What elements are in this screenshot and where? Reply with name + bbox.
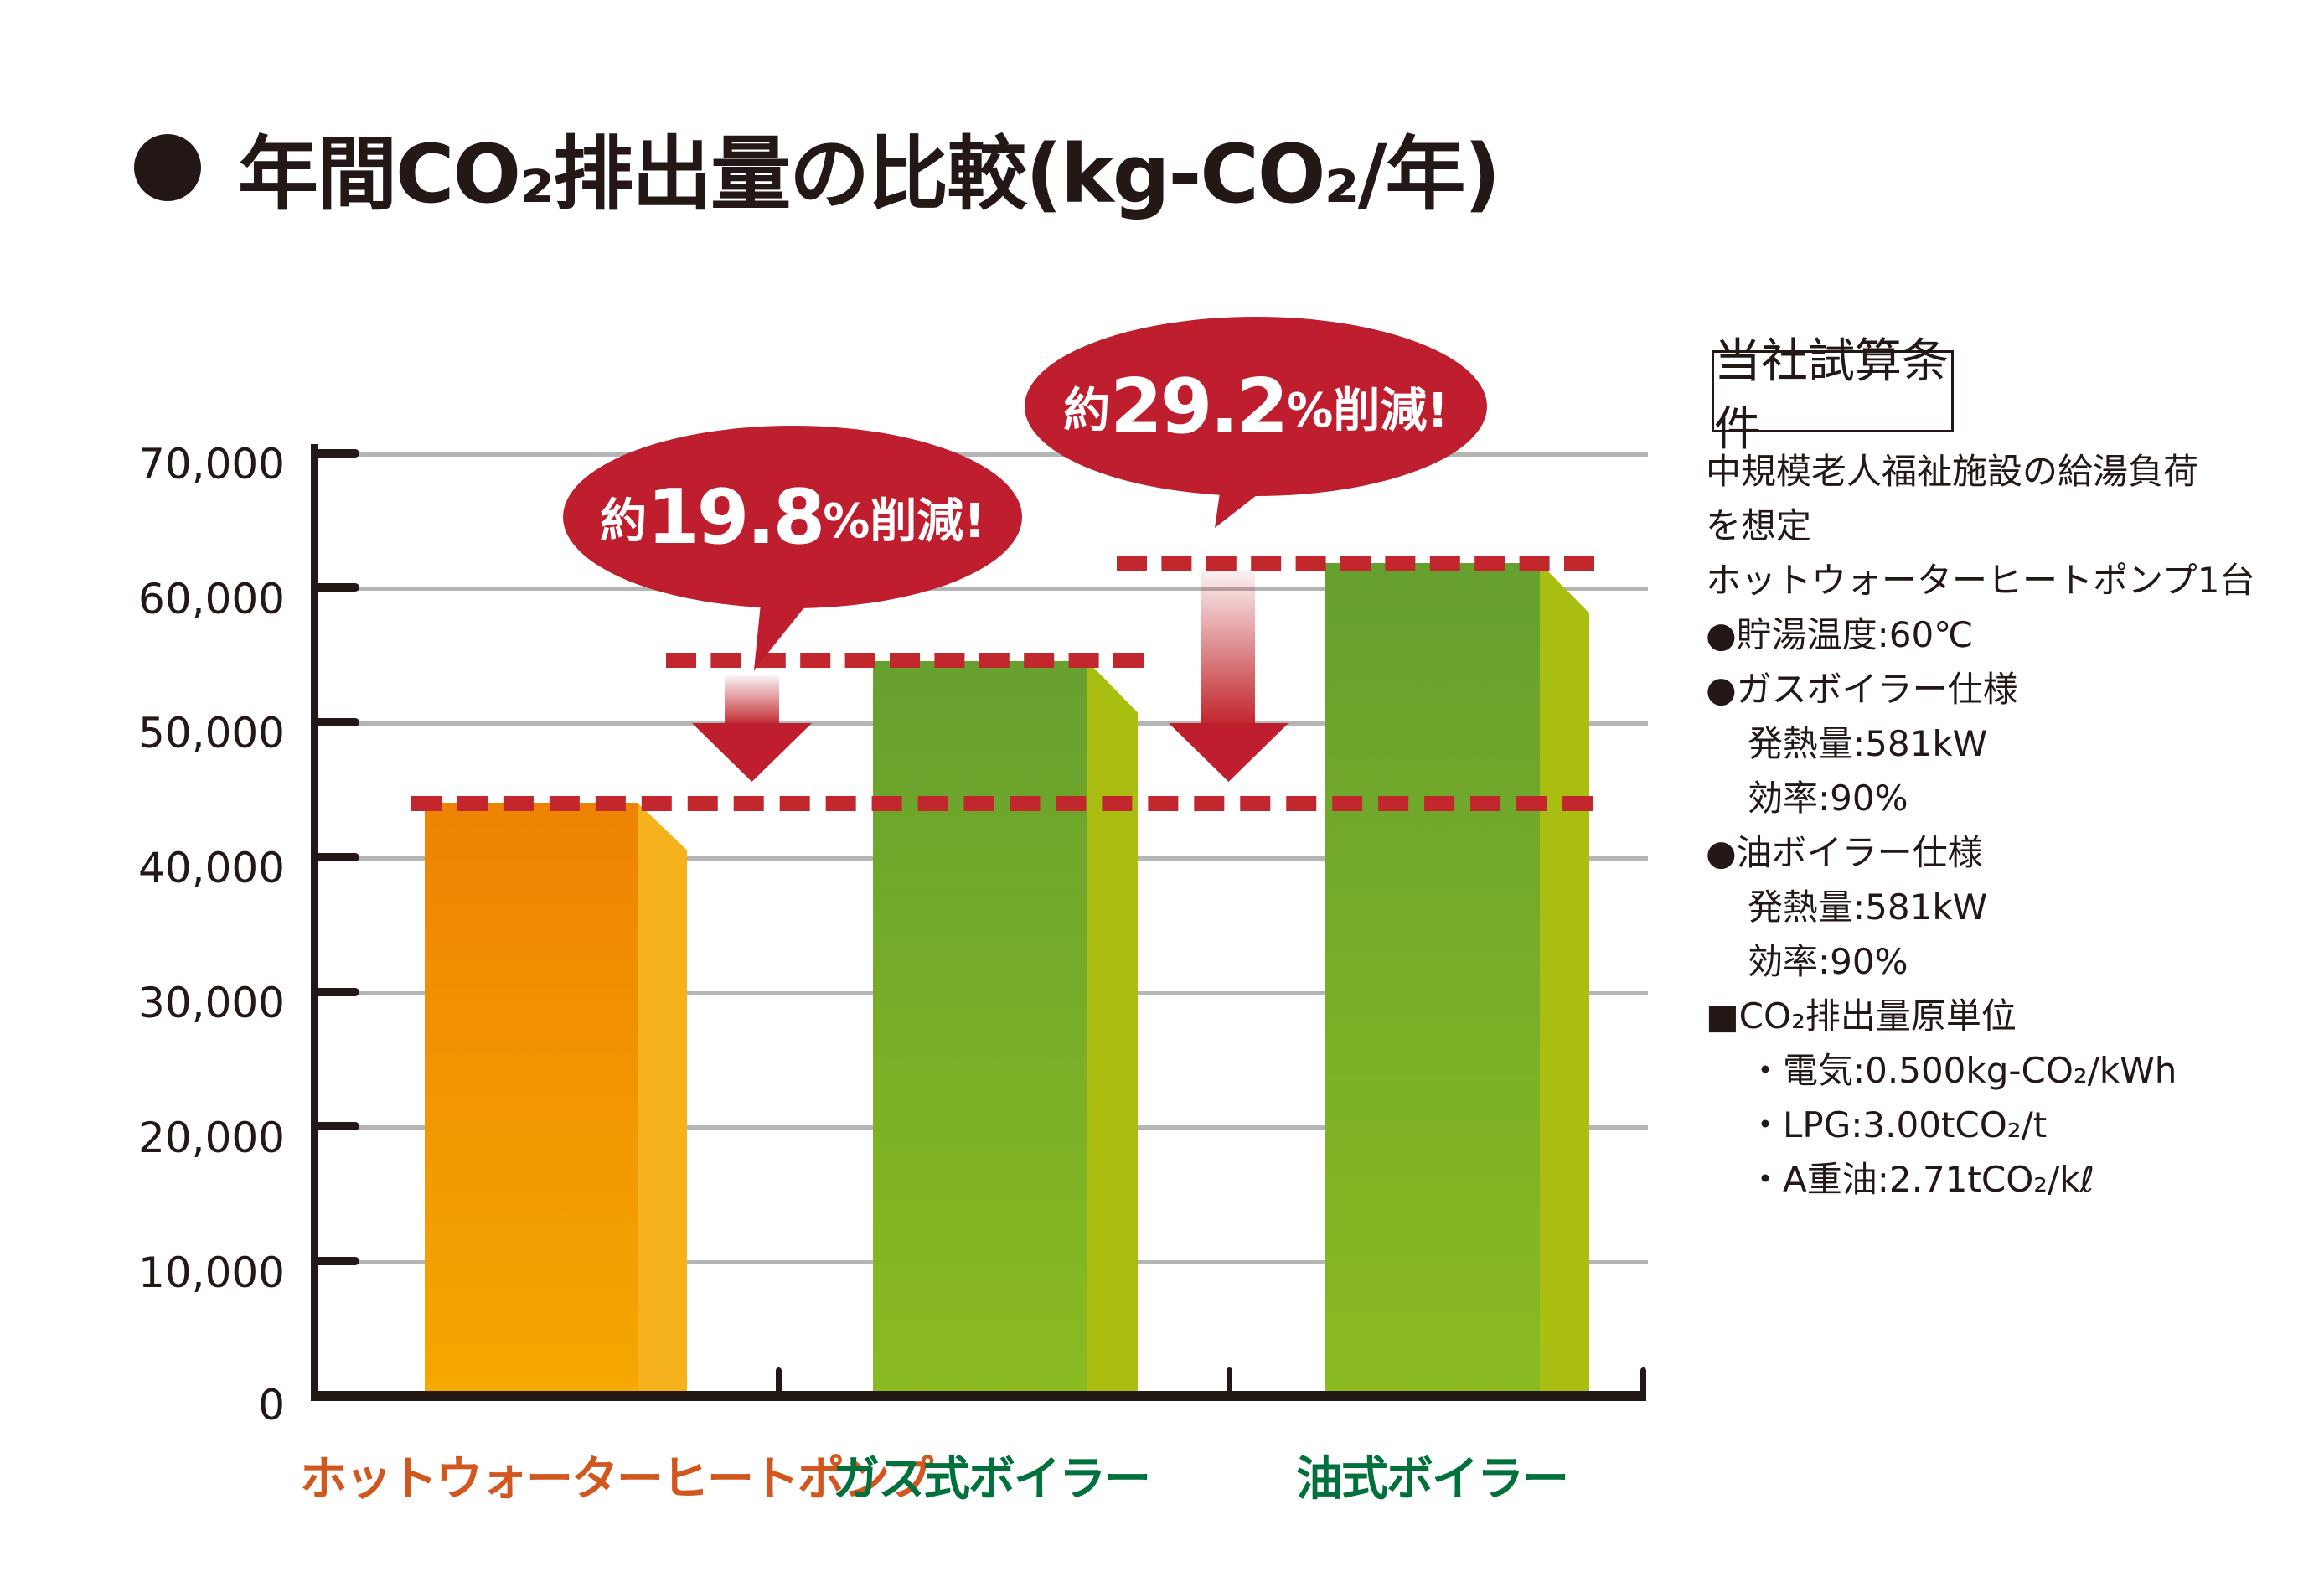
condition-line: ●貯湯温度:60℃: [1706, 614, 1974, 655]
y-label: 10,000: [138, 1249, 285, 1297]
y-label: 70,000: [138, 440, 285, 489]
callout-suffix: %削減!: [1286, 383, 1449, 438]
bar-gas-boiler: [873, 661, 1087, 1396]
x-tick: [1227, 1367, 1232, 1393]
condition-line: ・電気:0.500kg-CO₂/kWh: [1748, 1050, 2177, 1091]
x-label-gas-boiler: ガス式ボイラー: [833, 1452, 1151, 1507]
x-label-oil-boiler: 油式ボイラー: [1296, 1452, 1569, 1507]
reduction-arrow-head-icon: [692, 723, 812, 782]
condition-line: 発熱量:581kW: [1748, 887, 1988, 928]
y-tick: [316, 988, 359, 996]
reference-line-gas: [666, 653, 1144, 668]
condition-line: ■CO₂排出量原単位: [1706, 995, 2017, 1037]
bar-heat-pump-side: [638, 803, 687, 1396]
callout-prefix: 約: [600, 494, 648, 549]
condition-line: ●油ボイラー仕様: [1706, 832, 1983, 873]
bar-heat-pump: [425, 803, 638, 1396]
callout-value: 19.8: [647, 473, 825, 561]
bar-oil-boiler: [1325, 563, 1540, 1396]
condition-line: 効率:90%: [1748, 778, 1908, 819]
bullet-icon: [134, 133, 201, 201]
bar-oil-boiler-side: [1540, 563, 1589, 1396]
callout-prefix: 約: [1063, 383, 1111, 438]
gridline-60000: [316, 587, 1648, 591]
x-tick: [1640, 1367, 1646, 1393]
reduction-arrow-icon: [725, 675, 779, 726]
y-tick: [316, 1122, 359, 1130]
bar-gas-boiler-side: [1087, 661, 1138, 1396]
x-axis: [311, 1391, 1646, 1401]
conditions-list: 中規模老人福祉施設の給湯負荷 を想定 ホットウォーターヒートポンプ1台 ●貯湯温…: [1706, 444, 2254, 1207]
y-label: 50,000: [138, 709, 285, 757]
condition-line: を想定: [1706, 505, 1812, 546]
condition-line: 中規模老人福祉施設の給湯負荷: [1706, 451, 2199, 492]
y-axis: [311, 444, 318, 1401]
reduction-arrow-head-icon: [1169, 723, 1289, 782]
y-label: 0: [258, 1381, 285, 1429]
gridline-70000: [316, 452, 1648, 457]
y-tick: [316, 718, 359, 726]
condition-line: ・LPG:3.00tCO₂/t: [1748, 1104, 2048, 1145]
chart-title-text: 年間CO₂排出量の比較(kg-CO₂/年): [238, 127, 1500, 221]
x-label-heat-pump: ホットウォーターヒートポンプ: [300, 1452, 933, 1507]
reference-line-oil: [1117, 556, 1594, 571]
callout-suffix: %削減!: [823, 494, 985, 549]
y-tick: [316, 449, 359, 458]
y-tick: [316, 1257, 359, 1265]
y-label: 30,000: [138, 979, 285, 1027]
condition-line: 発熱量:581kW: [1748, 723, 1988, 764]
condition-line: ・A重油:2.71tCO₂/kℓ: [1748, 1159, 2094, 1200]
condition-line: ホットウォーターヒートポンプ1台: [1706, 560, 2255, 601]
chart-title: 年間CO₂排出量の比較(kg-CO₂/年): [134, 109, 1500, 225]
y-tick: [316, 853, 359, 861]
callout-value: 29.2: [1110, 362, 1289, 451]
reference-line-heat-pump: [411, 796, 1593, 811]
condition-line: ●ガスボイラー仕様: [1706, 669, 2018, 710]
x-tick: [776, 1367, 782, 1393]
conditions-heading: 当社試算条件: [1712, 334, 1954, 457]
callout-29-2: 約 29.2 %削減!: [1025, 317, 1487, 496]
condition-line: 効率:90%: [1748, 941, 1908, 982]
callout-19-8: 約 19.8 %削減!: [563, 426, 1022, 608]
y-label: 60,000: [138, 575, 285, 623]
y-label: 40,000: [138, 844, 285, 892]
y-tick: [316, 583, 359, 592]
y-label: 20,000: [138, 1114, 285, 1162]
reduction-arrow-icon: [1201, 570, 1255, 723]
